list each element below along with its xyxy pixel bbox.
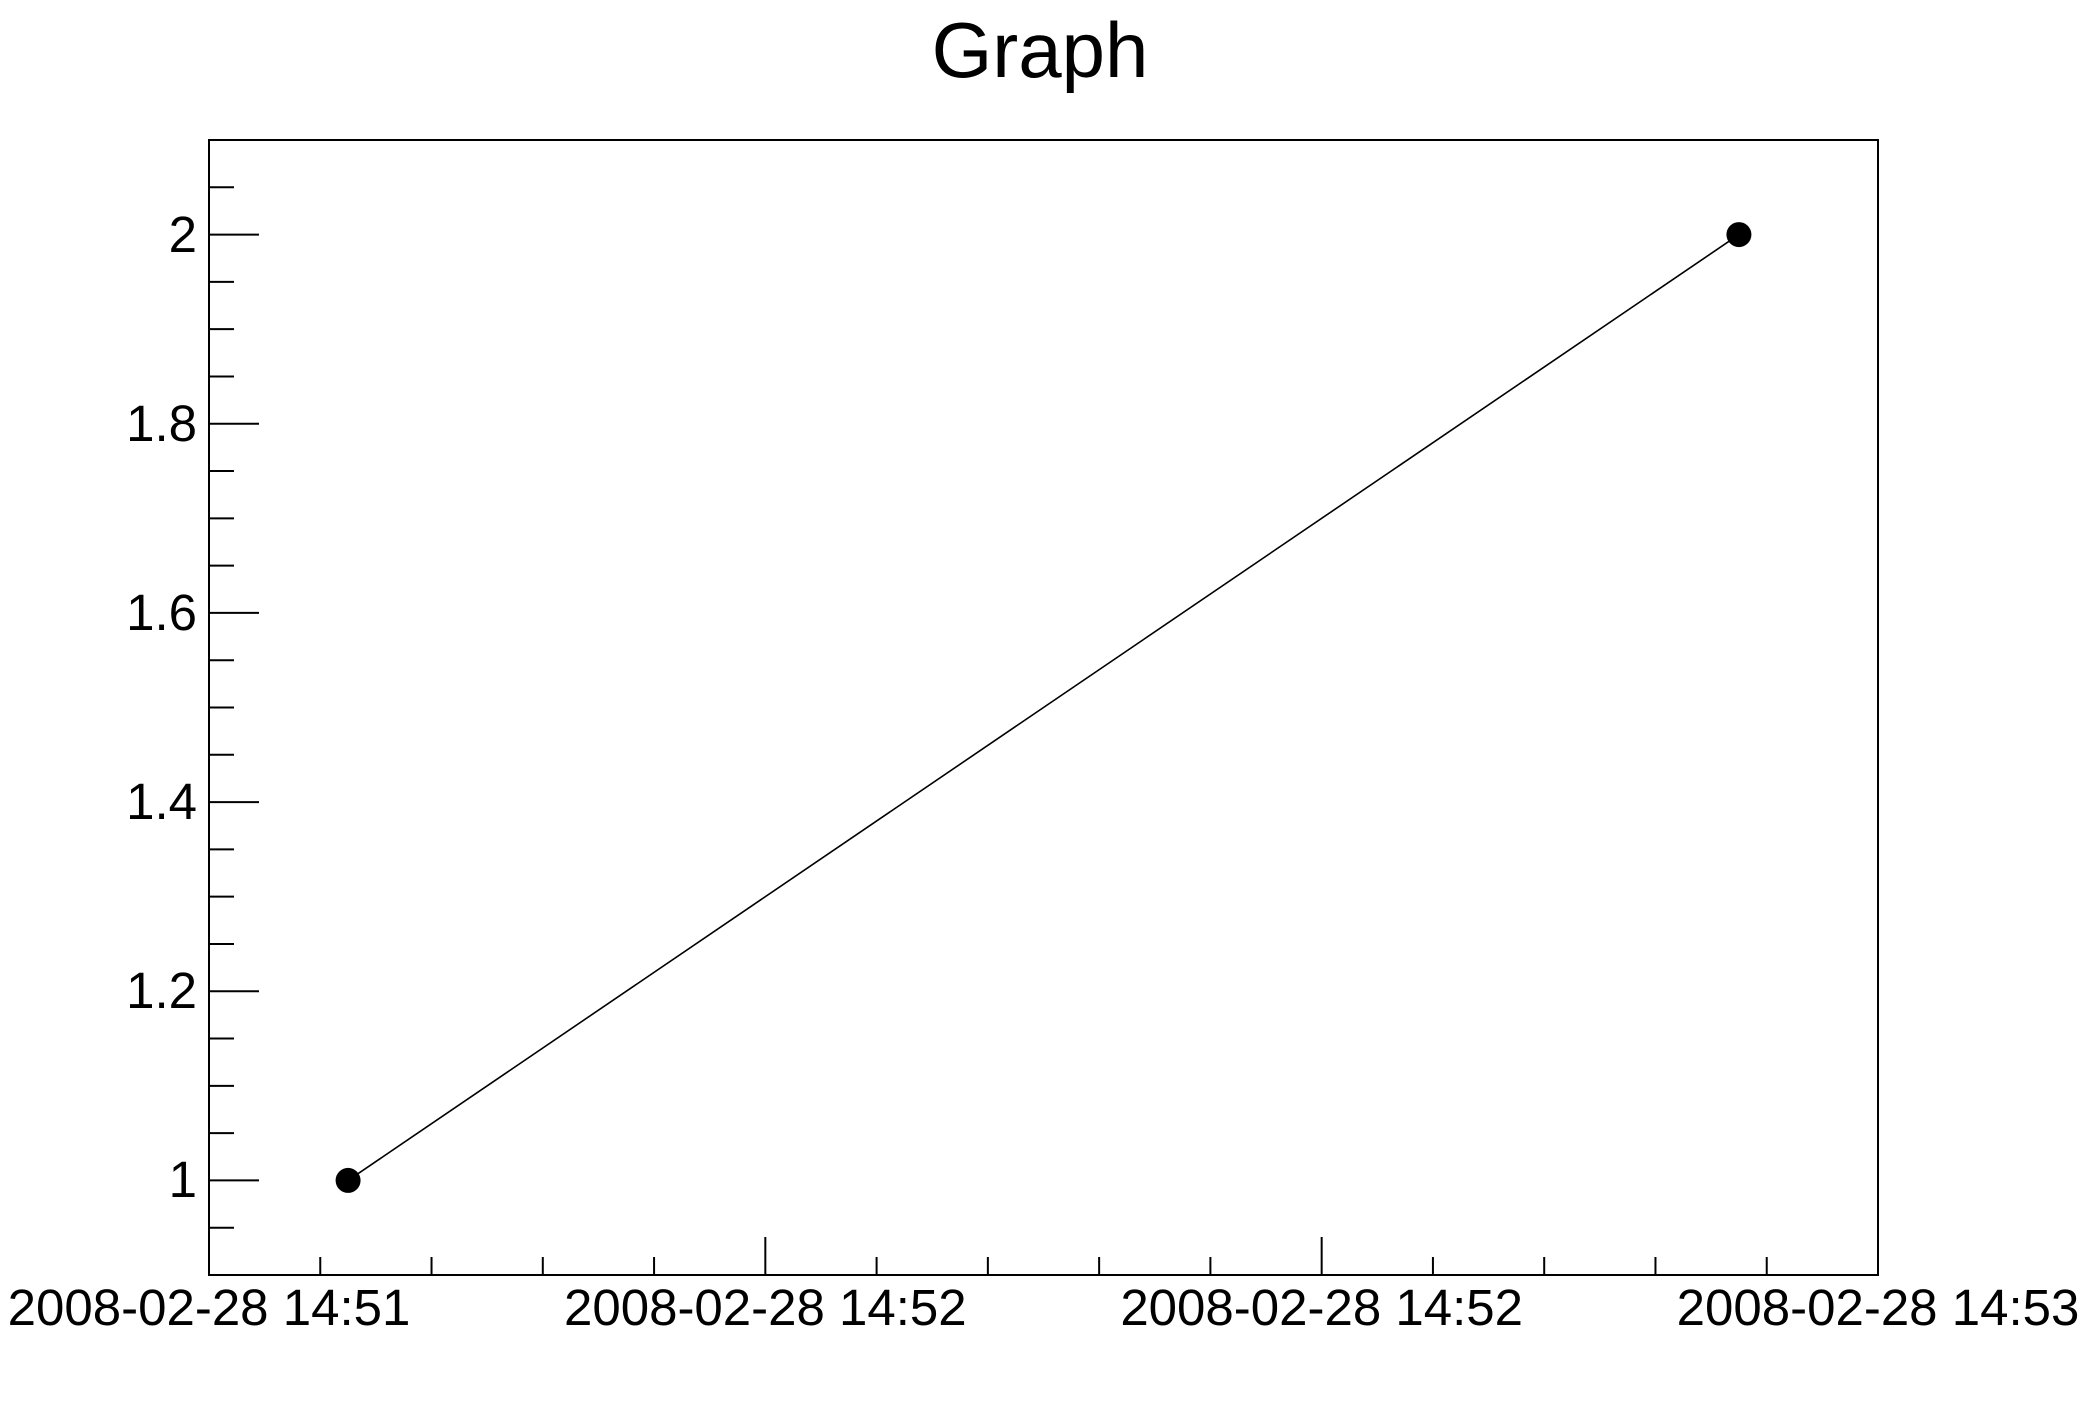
- data-point-marker: [1726, 222, 1752, 248]
- y-axis-label: 1.8: [126, 394, 197, 452]
- x-axis-label: 2008-02-28 14:53: [1676, 1279, 2080, 1336]
- x-axis-label: 2008-02-28 14:51: [7, 1279, 411, 1336]
- data-line: [347, 233, 1740, 1182]
- y-axis-label: 1.4: [126, 773, 197, 831]
- x-axis-label: 2008-02-28 14:52: [1120, 1279, 1523, 1336]
- chart-title: Graph: [931, 6, 1149, 94]
- y-axis-label: 1.6: [126, 583, 197, 641]
- y-axis-label: 1: [168, 1151, 197, 1209]
- x-axis-label: 2008-02-28 14:52: [563, 1279, 967, 1336]
- y-axis-label: 2: [168, 205, 197, 263]
- y-axis-label: 1.2: [126, 962, 197, 1020]
- data-point-marker: [335, 1167, 361, 1193]
